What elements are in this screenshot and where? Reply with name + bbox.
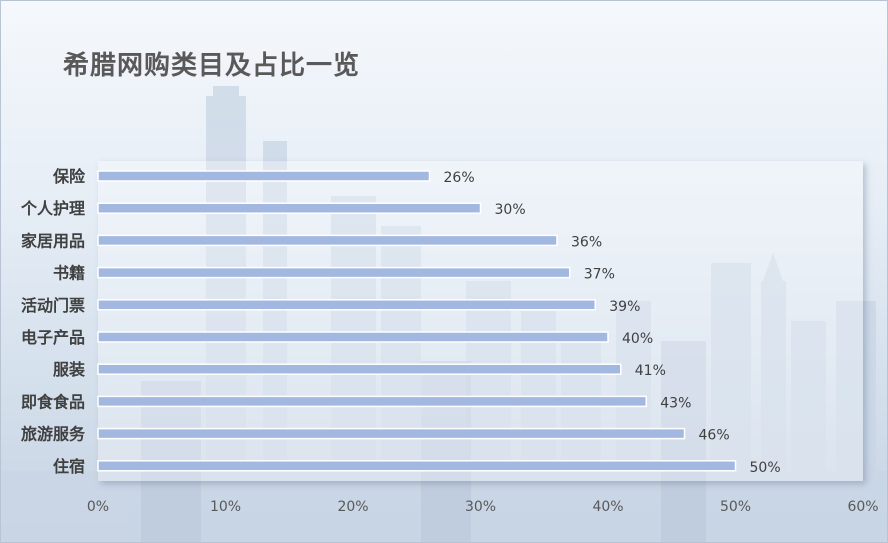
data-label: 26%	[444, 170, 475, 186]
category-label: 家居用品	[21, 231, 85, 250]
data-label: 40%	[622, 331, 653, 347]
bar	[97, 363, 622, 375]
x-tick-label: 60%	[847, 499, 878, 515]
data-label: 50%	[750, 460, 781, 476]
data-label: 41%	[635, 363, 666, 379]
category-label: 活动门票	[21, 296, 85, 315]
x-tick-label: 50%	[720, 499, 751, 515]
data-label: 43%	[660, 395, 691, 411]
category-label: 服装	[53, 360, 85, 379]
category-label: 个人护理	[20, 199, 85, 218]
bar	[97, 234, 558, 247]
x-tick-label: 40%	[592, 499, 623, 515]
bar	[97, 299, 596, 311]
bar	[97, 427, 686, 440]
category-label: 住宿	[53, 457, 85, 476]
bar	[97, 266, 571, 279]
chart-title: 希腊网购类目及占比一览	[63, 51, 361, 81]
x-tick-label: 0%	[87, 499, 109, 515]
bar	[97, 202, 482, 214]
category-label: 书籍	[53, 264, 85, 283]
bar	[97, 460, 737, 472]
x-tick-label: 20%	[337, 499, 368, 515]
data-label: 37%	[584, 267, 615, 283]
bar	[97, 170, 431, 182]
category-label: 旅游服务	[21, 425, 86, 444]
category-label: 保险	[52, 167, 86, 186]
data-label: 39%	[609, 299, 640, 315]
data-label: 36%	[571, 234, 602, 250]
x-tick-label: 30%	[465, 499, 496, 515]
bar	[97, 331, 609, 343]
category-label: 电子产品	[21, 328, 85, 347]
category-label: 即食食品	[21, 392, 85, 411]
plot-area	[98, 161, 863, 481]
data-label: 30%	[495, 202, 526, 218]
data-label: 46%	[699, 428, 730, 444]
bar	[97, 395, 647, 408]
x-tick-label: 10%	[210, 499, 241, 515]
